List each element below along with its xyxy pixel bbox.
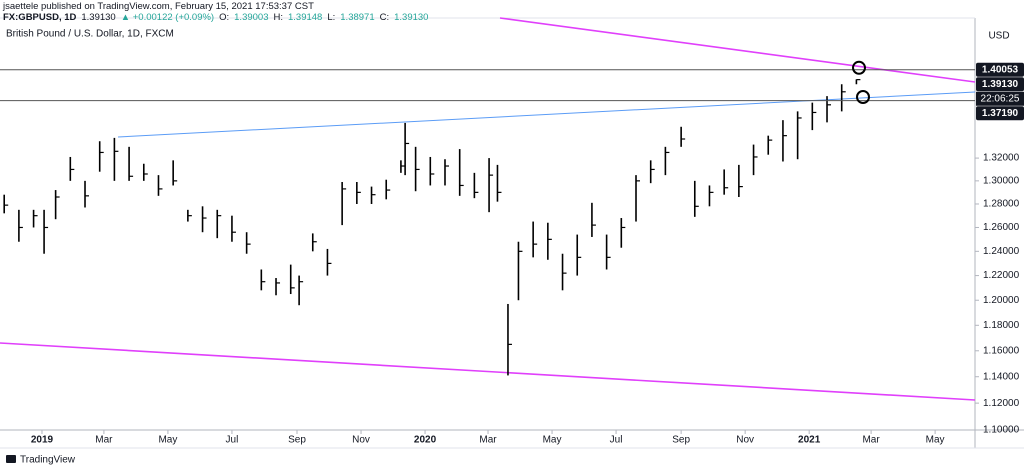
y-tick-label: 1.28000 [983,199,1020,210]
change: ▲ +0.00122 (+0.09%) [120,12,215,23]
y-tick-label: 1.22000 [983,270,1020,281]
x-tick-label: 2020 [414,435,437,446]
y-tick-label: 1.26000 [983,222,1020,233]
price-unit: USD [988,31,1009,42]
y-tick-label: 1.24000 [983,246,1020,257]
trend-line [117,91,976,138]
highlight-circle [856,90,870,104]
symbol: FX:GBPUSD, 1D [3,12,77,23]
ohlc-value: 1.39130 [394,12,429,23]
price-tag [976,62,1024,77]
legend-title: British Pound / U.S. Dollar, 1D, FXCM [6,29,174,40]
price-tag-label: 1.37190 [982,108,1019,119]
y-tick-label: 1.16000 [983,345,1020,356]
author-line: jsaettele published on TradingView.com, … [3,1,314,12]
author-row: jsaettele published on TradingView.com, … [3,1,428,12]
last: 1.39130 [81,12,116,23]
logo-mark [6,455,16,463]
quote-row: FX:GBPUSD, 1D 1.39130 ▲ +0.00122 (+0.09%… [3,12,428,23]
ohlc-value: 1.39003 [234,12,269,23]
x-tick-label: Mar [862,435,880,446]
countdown: 22:06:25 [981,93,1020,104]
y-tick-label: 1.30000 [983,175,1020,186]
y-tick-label: 1.12000 [983,398,1020,409]
x-tick-label: Mar [95,435,113,446]
y-tick-label: 1.20000 [983,295,1020,306]
price-tag [976,77,1024,92]
drawings [0,17,976,401]
x-tick-label: May [543,435,562,446]
x-tick-label: 2019 [31,435,54,446]
x-tick-label: May [158,435,177,446]
ohlc-label: O: [219,12,230,23]
x-tick-label: Sep [288,435,306,446]
lower-channel-line [0,342,976,401]
price-tag-label: 1.40053 [982,64,1019,75]
x-tick-label: May [926,435,945,446]
x-tick-label: 2021 [798,435,821,446]
price-tag-label: 1.39130 [982,79,1019,90]
brand: TradingView [20,455,76,466]
y-tick-label: 1.14000 [983,371,1020,382]
price-tag [976,106,1024,121]
x-tick-label: Jul [226,435,239,446]
ohlc-value: 1.38971 [340,12,375,23]
countdown-tag [976,91,1024,106]
header: jsaettele published on TradingView.com, … [3,1,428,23]
upper-channel-line [499,17,976,83]
y-tick-label: 1.10000 [983,425,1020,436]
x-tick-label: Mar [479,435,497,446]
y-tick-label: 1.32000 [983,153,1020,164]
x-tick-label: Nov [352,435,370,446]
ohlc-label: L: [327,12,336,23]
tv-logo [6,455,16,463]
x-tick-label: Nov [736,435,754,446]
price-bars [3,79,861,376]
y-tick-label: 1.18000 [983,320,1020,331]
x-tick-label: Jul [610,435,623,446]
ohlc-value: 1.39148 [287,12,323,23]
x-tick-label: Sep [672,435,690,446]
ohlc-label: C: [379,12,390,23]
highlight-circle [852,60,866,75]
ohlc-label: H: [273,12,283,23]
